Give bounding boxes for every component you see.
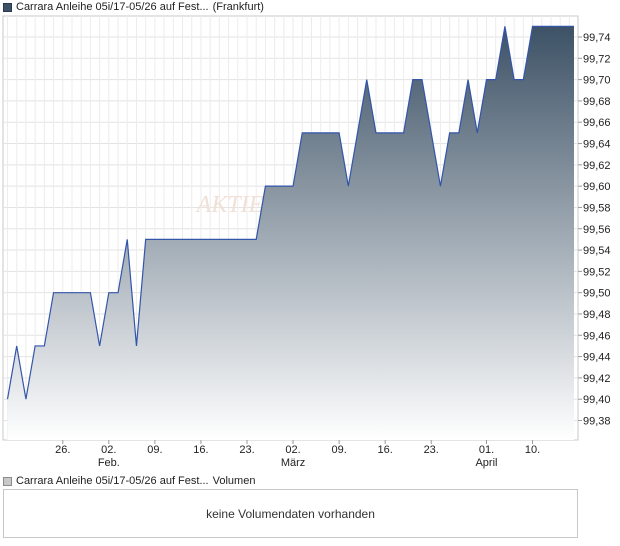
y-axis: 99,38 99,40 99,42 99,44 99,46 99,48 99,50 99,52… xyxy=(578,32,611,428)
price-legend-swatch xyxy=(3,2,12,12)
price-legend-exchange: (Frankfurt) xyxy=(212,1,264,13)
volume-legend-label: Volumen xyxy=(212,475,256,487)
y-tick-label: 99,68 xyxy=(583,96,611,108)
x-tick-label: 02. xyxy=(285,444,300,456)
y-tick-label: 99,62 xyxy=(583,160,611,172)
y-tick-label: 99,44 xyxy=(583,352,611,364)
y-tick-label: 99,60 xyxy=(583,181,611,193)
y-tick-label: 99,48 xyxy=(583,309,611,321)
y-tick-label: 99,58 xyxy=(583,202,611,214)
y-tick-label: 99,40 xyxy=(583,394,611,406)
y-tick-label: 99,74 xyxy=(583,32,611,44)
y-tick-label: 99,46 xyxy=(583,330,611,342)
x-month-label: Feb. xyxy=(98,457,120,469)
x-tick-label: 26. xyxy=(55,444,70,456)
x-tick-label: 16. xyxy=(193,444,208,456)
y-tick-label: 99,72 xyxy=(583,53,611,65)
y-tick-label: 99,70 xyxy=(583,75,611,87)
price-series xyxy=(6,25,574,440)
price-chart: AKTIE 99,38 99,40 99,42 99,44 99,46 99,48 99,5… xyxy=(2,15,611,469)
y-tick-label: 99,54 xyxy=(583,245,611,257)
volume-empty-message: keine Volumendaten vorhanden xyxy=(206,506,375,521)
y-tick-label: 99,52 xyxy=(583,266,611,278)
x-tick-label: 23. xyxy=(239,444,254,456)
y-tick-label: 99,38 xyxy=(583,416,611,428)
price-area xyxy=(7,26,574,440)
y-tick-label: 99,42 xyxy=(583,373,611,385)
x-tick-label: 10. xyxy=(525,444,540,456)
y-tick-label: 99,64 xyxy=(583,139,611,151)
x-month-label: April xyxy=(475,457,497,469)
x-tick-label: 09. xyxy=(147,444,162,456)
price-legend: Carrara Anleihe 05i/17-05/26 auf Fest...… xyxy=(3,0,264,14)
volume-panel: keine Volumendaten vorhanden xyxy=(3,489,578,538)
x-month-label: März xyxy=(281,457,305,469)
volume-legend-title: Carrara Anleihe 05i/17-05/26 auf Fest... xyxy=(16,475,209,487)
watermark: AKTIE xyxy=(195,192,264,218)
y-tick-label: 99,56 xyxy=(583,224,611,236)
x-tick-label: 09. xyxy=(331,444,346,456)
volume-legend-swatch xyxy=(3,476,12,486)
price-line xyxy=(6,25,574,400)
x-tick-label: 16. xyxy=(378,444,393,456)
price-legend-title: Carrara Anleihe 05i/17-05/26 auf Fest... xyxy=(16,1,209,13)
y-tick-label: 99,50 xyxy=(583,288,611,300)
x-tick-label: 02. xyxy=(101,444,116,456)
x-tick-label: 01. xyxy=(479,444,494,456)
y-tick-label: 99,66 xyxy=(583,117,611,129)
x-tick-label: 23. xyxy=(424,444,439,456)
volume-legend: Carrara Anleihe 05i/17-05/26 auf Fest...… xyxy=(3,474,255,488)
